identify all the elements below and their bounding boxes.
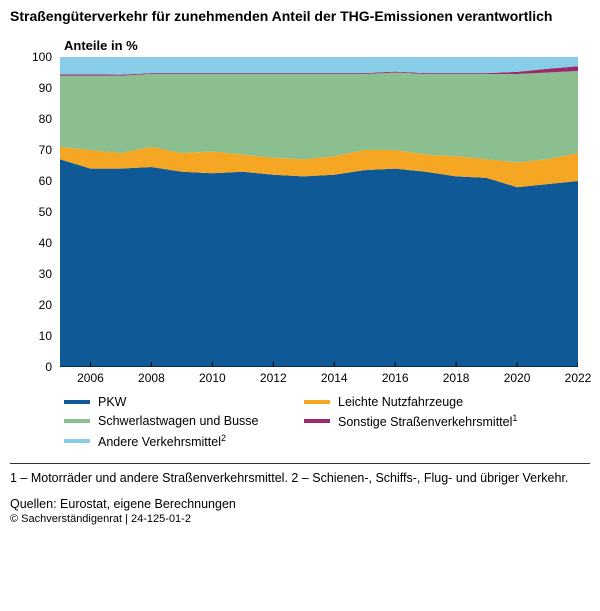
y-axis: 0102030405060708090100 bbox=[10, 57, 56, 367]
x-tick-label: 2014 bbox=[321, 371, 348, 385]
footnotes: 1 – Motorräder und andere Straßenverkehr… bbox=[10, 470, 590, 487]
y-tick-label: 40 bbox=[39, 236, 52, 250]
y-tick-label: 50 bbox=[39, 205, 52, 219]
legend-label: Sonstige Straßenverkehrsmittel1 bbox=[338, 413, 517, 429]
legend-item: Sonstige Straßenverkehrsmittel1 bbox=[304, 413, 544, 429]
y-tick-label: 70 bbox=[39, 143, 52, 157]
x-tick-label: 2012 bbox=[260, 371, 287, 385]
legend-swatch bbox=[304, 419, 330, 423]
y-tick-label: 60 bbox=[39, 174, 52, 188]
legend-item: Schwerlastwagen und Busse bbox=[64, 413, 304, 429]
x-tick-label: 2020 bbox=[504, 371, 531, 385]
series-area bbox=[60, 57, 578, 75]
y-tick-label: 100 bbox=[32, 50, 52, 64]
x-tick-label: 2016 bbox=[382, 371, 409, 385]
y-tick-label: 10 bbox=[39, 329, 52, 343]
legend-label: Andere Verkehrsmittel2 bbox=[98, 433, 226, 449]
y-tick-label: 20 bbox=[39, 298, 52, 312]
legend-swatch bbox=[64, 400, 90, 404]
legend-item: Andere Verkehrsmittel2 bbox=[64, 433, 304, 449]
y-tick-label: 90 bbox=[39, 81, 52, 95]
legend-label: Schwerlastwagen und Busse bbox=[98, 414, 259, 428]
divider bbox=[10, 463, 590, 464]
legend: PKW Leichte Nutzfahrzeuge Schwerlastwagen … bbox=[64, 395, 590, 453]
y-tick-label: 80 bbox=[39, 112, 52, 126]
chart-title: Straßengüterverkehr für zunehmenden Ante… bbox=[10, 8, 590, 24]
chart-area: 0102030405060708090100 20062008201020122… bbox=[10, 57, 580, 387]
legend-item: PKW bbox=[64, 395, 304, 409]
y-tick-label: 0 bbox=[45, 360, 52, 374]
x-axis: 200620082010201220142016201820202022 bbox=[60, 369, 578, 387]
legend-swatch bbox=[64, 419, 90, 423]
legend-label: Leichte Nutzfahrzeuge bbox=[338, 395, 463, 409]
series-area bbox=[60, 71, 578, 162]
legend-swatch bbox=[64, 439, 90, 443]
y-axis-label: Anteile in % bbox=[64, 38, 590, 53]
legend-item: Leichte Nutzfahrzeuge bbox=[304, 395, 544, 409]
x-tick-label: 2018 bbox=[443, 371, 470, 385]
sources: Quellen: Eurostat, eigene Berechnungen bbox=[10, 497, 590, 511]
x-tick-label: 2010 bbox=[199, 371, 226, 385]
x-tick-label: 2006 bbox=[77, 371, 104, 385]
plot-area bbox=[60, 57, 578, 367]
legend-swatch bbox=[304, 400, 330, 404]
x-tick-label: 2008 bbox=[138, 371, 165, 385]
legend-label: PKW bbox=[98, 395, 126, 409]
x-tick-label: 2022 bbox=[565, 371, 592, 385]
y-tick-label: 30 bbox=[39, 267, 52, 281]
copyright: © Sachverständigenrat | 24-125-01-2 bbox=[10, 513, 590, 525]
series-area bbox=[60, 159, 578, 367]
